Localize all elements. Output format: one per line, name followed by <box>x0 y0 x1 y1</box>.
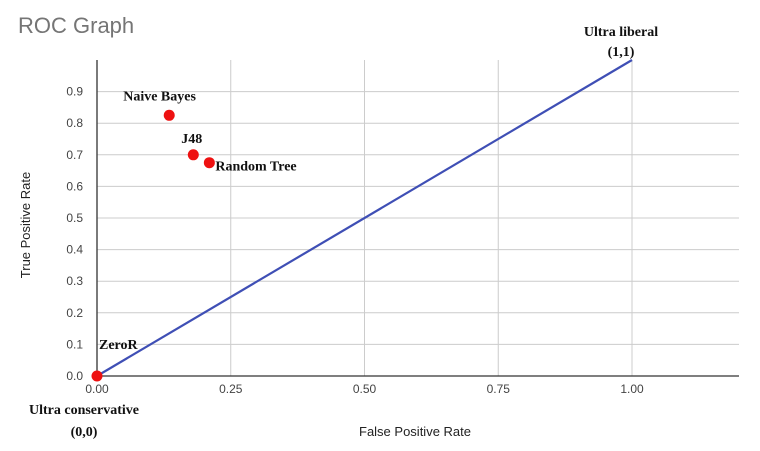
point-zeror <box>91 370 103 382</box>
point-j48 <box>187 149 199 161</box>
y-tick-label: 0.9 <box>66 85 83 99</box>
points-layer <box>91 109 215 382</box>
labels-layer: Naive Bayes J48 Random Tree ZeroR Ultra libe… <box>29 25 658 440</box>
y-tick-label: 0.3 <box>66 274 83 288</box>
point-random-tree <box>203 157 215 169</box>
y-tick-label: 0.4 <box>66 243 83 257</box>
point-label-j48: J48 <box>181 132 202 147</box>
ultra-conservative-annotation-line: Ultra conservative <box>29 403 139 418</box>
point-label-random-tree: Random Tree <box>215 160 296 175</box>
y-tick-label: 0.7 <box>66 148 83 162</box>
point-naive-bayes <box>163 109 175 121</box>
ultra-liberal-annotation-line: (1,1) <box>608 45 635 60</box>
y-tick-label: 0.5 <box>66 211 83 225</box>
diagonal-line <box>96 59 633 377</box>
y-tick-label: 0.1 <box>66 337 83 351</box>
axes: 0.0 0.1 0.2 0.3 0.4 0.5 0.6 0.7 0.8 0.9 0.00 0.25 0.… <box>66 60 739 396</box>
y-tick-label: 0.8 <box>66 116 83 130</box>
y-tick-label: 0.2 <box>66 306 83 320</box>
ultra-conservative-annotation-line: (0,0) <box>71 425 98 440</box>
point-label-zeror: ZeroR <box>99 338 139 353</box>
x-tick-label: 1.00 <box>620 382 644 396</box>
chart-title: ROC Graph <box>18 13 134 38</box>
point-label-naive-bayes: Naive Bayes <box>123 89 196 104</box>
y-tick-label: 0.0 <box>66 369 83 383</box>
ultra-liberal-annotation-line: Ultra liberal <box>584 25 658 40</box>
x-tick-label: 0.50 <box>353 382 377 396</box>
x-tick-label: 0.25 <box>219 382 243 396</box>
x-axis-title: False Positive Rate <box>359 424 471 439</box>
diagonal-line-layer <box>96 59 633 377</box>
x-tick-label: 0.75 <box>487 382 511 396</box>
x-tick-label: 0.00 <box>85 382 109 396</box>
y-tick-label: 0.6 <box>66 179 83 193</box>
gridlines <box>97 60 739 376</box>
y-axis-title: True Positive Rate <box>18 172 33 278</box>
